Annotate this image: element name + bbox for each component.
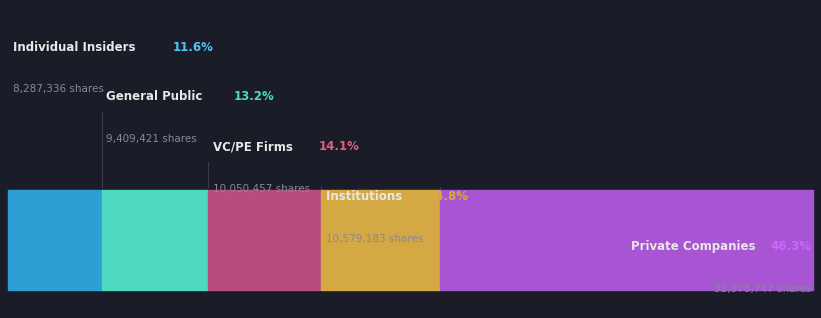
Bar xyxy=(208,190,321,290)
Text: VC/PE Firms: VC/PE Firms xyxy=(213,140,296,153)
Text: 10,050,457 shares: 10,050,457 shares xyxy=(213,184,310,194)
Bar xyxy=(440,190,813,290)
Text: 32,978,747 shares: 32,978,747 shares xyxy=(713,284,811,294)
Bar xyxy=(102,190,208,290)
Text: 14.8%: 14.8% xyxy=(428,190,469,203)
Text: 9,409,421 shares: 9,409,421 shares xyxy=(107,134,197,144)
Text: Individual Insiders: Individual Insiders xyxy=(13,41,140,53)
Text: Private Companies: Private Companies xyxy=(631,240,759,253)
Text: 46.3%: 46.3% xyxy=(770,240,811,253)
Text: 13.2%: 13.2% xyxy=(233,90,274,103)
Text: 14.1%: 14.1% xyxy=(319,140,360,153)
Text: Institutions: Institutions xyxy=(326,190,406,203)
Text: General Public: General Public xyxy=(107,90,207,103)
Bar xyxy=(8,190,102,290)
Text: 11.6%: 11.6% xyxy=(173,41,214,53)
Bar xyxy=(321,190,440,290)
Text: 8,287,336 shares: 8,287,336 shares xyxy=(13,84,104,94)
Text: 10,579,183 shares: 10,579,183 shares xyxy=(326,234,424,244)
